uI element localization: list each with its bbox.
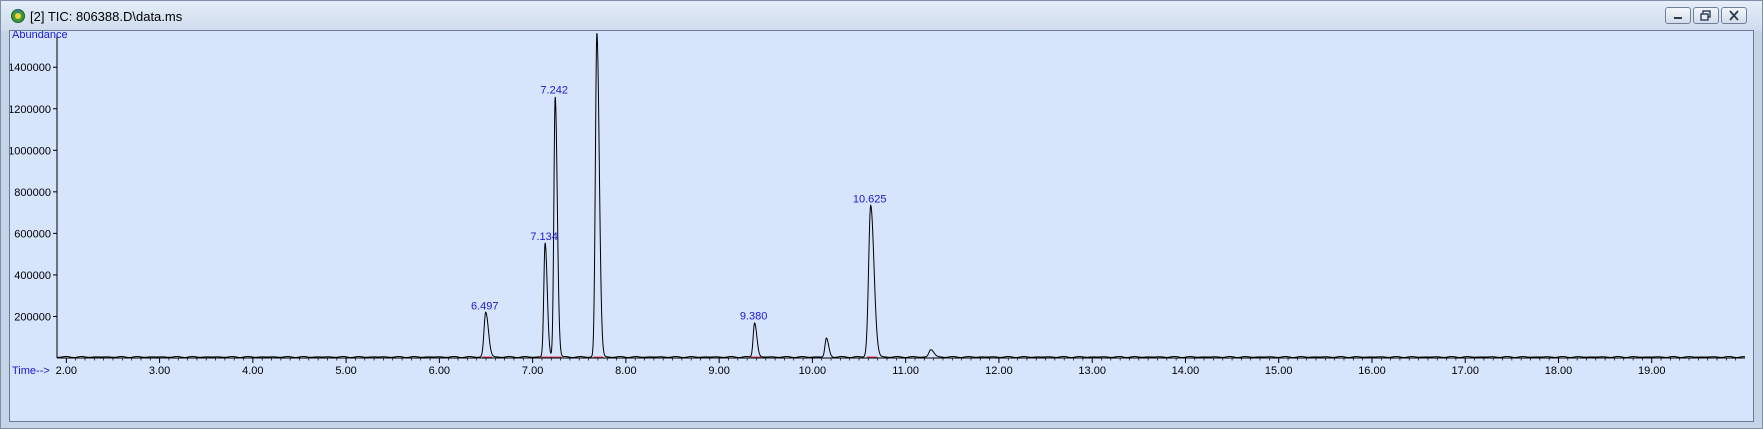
chromatogram-plot[interactable]: 200000 400000 600000 800000 1000000 1200000 14…	[9, 30, 1754, 422]
restore-icon	[1700, 10, 1711, 21]
close-button[interactable]	[1721, 7, 1747, 24]
x-tick-label: 11.00	[892, 365, 919, 377]
x-tick-label: 17.00	[1451, 365, 1479, 377]
peak-label: 6.497	[471, 300, 499, 312]
x-tick-label: 6.00	[429, 365, 450, 377]
x-axis-label: Time-->	[12, 365, 50, 377]
y-tick-label: 1000000	[10, 145, 51, 157]
tic-trace-line[interactable]	[56, 33, 1746, 358]
peak-labels: 6.497 7.134 7.242 7.689 9.380 10.625	[471, 31, 887, 323]
minimize-button[interactable]	[1665, 7, 1691, 24]
x-axis-ticks: 2.00 3.00 4.00 5.00 6.00 7.00 8.00 9.00 10.00 11.…	[56, 358, 1737, 377]
y-tick-label: 1200000	[10, 104, 51, 116]
chromatogram-app-icon	[11, 9, 25, 23]
peak-label: 7.689	[582, 31, 610, 33]
peak-label: 9.380	[740, 311, 768, 323]
restore-button[interactable]	[1693, 7, 1719, 24]
title-bar[interactable]: [2] TIC: 806388.D\data.ms	[1, 1, 1762, 31]
x-tick-label: 16.00	[1358, 365, 1386, 377]
chromatogram-chart[interactable]: 200000 400000 600000 800000 1000000 1200000 14…	[10, 31, 1753, 421]
x-tick-label: 4.00	[242, 365, 263, 377]
x-tick-label: 18.00	[1545, 365, 1573, 377]
window-title: [2] TIC: 806388.D\data.ms	[30, 9, 183, 24]
x-tick-label: 8.00	[615, 365, 636, 377]
x-tick-label: 9.00	[708, 365, 729, 377]
x-tick-label: 13.00	[1078, 365, 1106, 377]
x-tick-label: 10.00	[799, 365, 827, 377]
peak-label: 10.625	[853, 193, 887, 205]
x-tick-label: 15.00	[1265, 365, 1293, 377]
y-tick-label: 200000	[14, 311, 51, 323]
y-tick-label: 600000	[14, 228, 51, 240]
x-tick-label: 5.00	[335, 365, 356, 377]
y-axis-ticks: 200000 400000 600000 800000 1000000 1200000 14…	[10, 62, 57, 323]
minimize-icon	[1674, 17, 1682, 19]
x-tick-label: 14.00	[1172, 365, 1200, 377]
y-tick-label: 800000	[14, 187, 51, 199]
x-tick-label: 12.00	[985, 365, 1013, 377]
y-tick-label: 1400000	[10, 62, 51, 74]
y-tick-label: 400000	[14, 270, 51, 282]
x-tick-label: 2.00	[56, 365, 77, 377]
x-tick-label: 19.00	[1638, 365, 1666, 377]
peak-label: 7.242	[540, 84, 568, 96]
close-icon	[1729, 10, 1739, 21]
x-tick-label: 3.00	[149, 365, 170, 377]
peak-label: 7.134	[530, 231, 558, 243]
y-axis-label: Abundance	[12, 31, 68, 41]
x-tick-label: 7.00	[522, 365, 543, 377]
